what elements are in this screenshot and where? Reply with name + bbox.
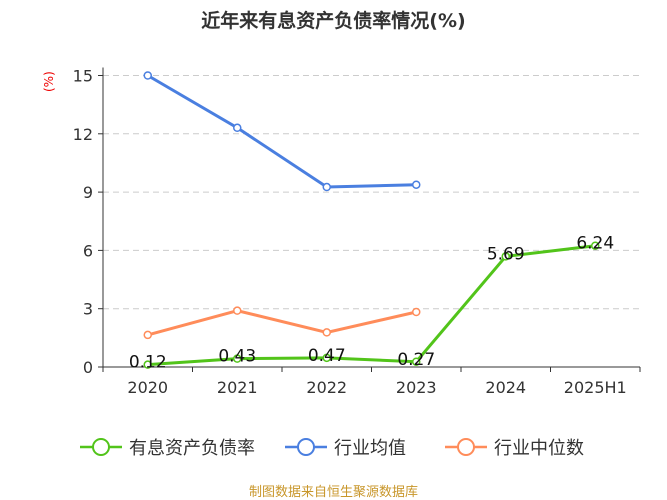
data-point [233,354,242,363]
legend-label: 有息资产负债率 [129,438,255,459]
data-point [412,180,421,189]
data-point [233,123,242,133]
data-point [322,182,331,192]
data-point [143,360,152,369]
y-tick-label: 9 [83,183,93,202]
data-label: 5.69 [487,244,525,264]
data-label: 0.27 [397,350,435,370]
data-point [143,71,152,80]
x-tick-label: 2021 [217,378,258,397]
series-line [146,74,417,189]
y-tick-label: 15 [73,67,93,86]
y-tick-label: 6 [83,241,93,260]
x-tick-label: 2025H1 [564,378,627,397]
legend-marker [457,438,475,456]
chart-title: 近年来有息资产负债率情况(%) [201,10,466,32]
data-point [412,357,421,367]
data-label: 6.24 [576,234,614,254]
data-label: 0.43 [218,347,256,367]
x-tick-label: 2020 [127,378,168,397]
legend-label: 行业中位数 [494,438,584,459]
data-point [143,330,152,340]
y-tick-label: 0 [83,358,93,377]
data-label: 0.47 [308,346,346,366]
x-tick-label: 2022 [306,378,347,397]
data-point [412,307,421,317]
data-point [233,306,242,315]
data-point [322,353,331,363]
data-point [501,252,510,261]
y-tick-label: 12 [73,125,93,144]
series-line [147,309,417,337]
legend-marker [297,438,315,456]
data-point [322,328,331,337]
y-tick-label: 3 [83,300,93,319]
data-point [591,241,600,250]
source-note: 制图数据来自恒生聚源数据库 [248,485,418,500]
x-tick-label: 2023 [396,378,437,397]
legend-label: 行业均值 [334,438,406,459]
x-tick-label: 2024 [485,378,526,397]
series-line [147,244,596,367]
data-label: 0.12 [129,353,167,373]
legend-marker [92,438,110,456]
